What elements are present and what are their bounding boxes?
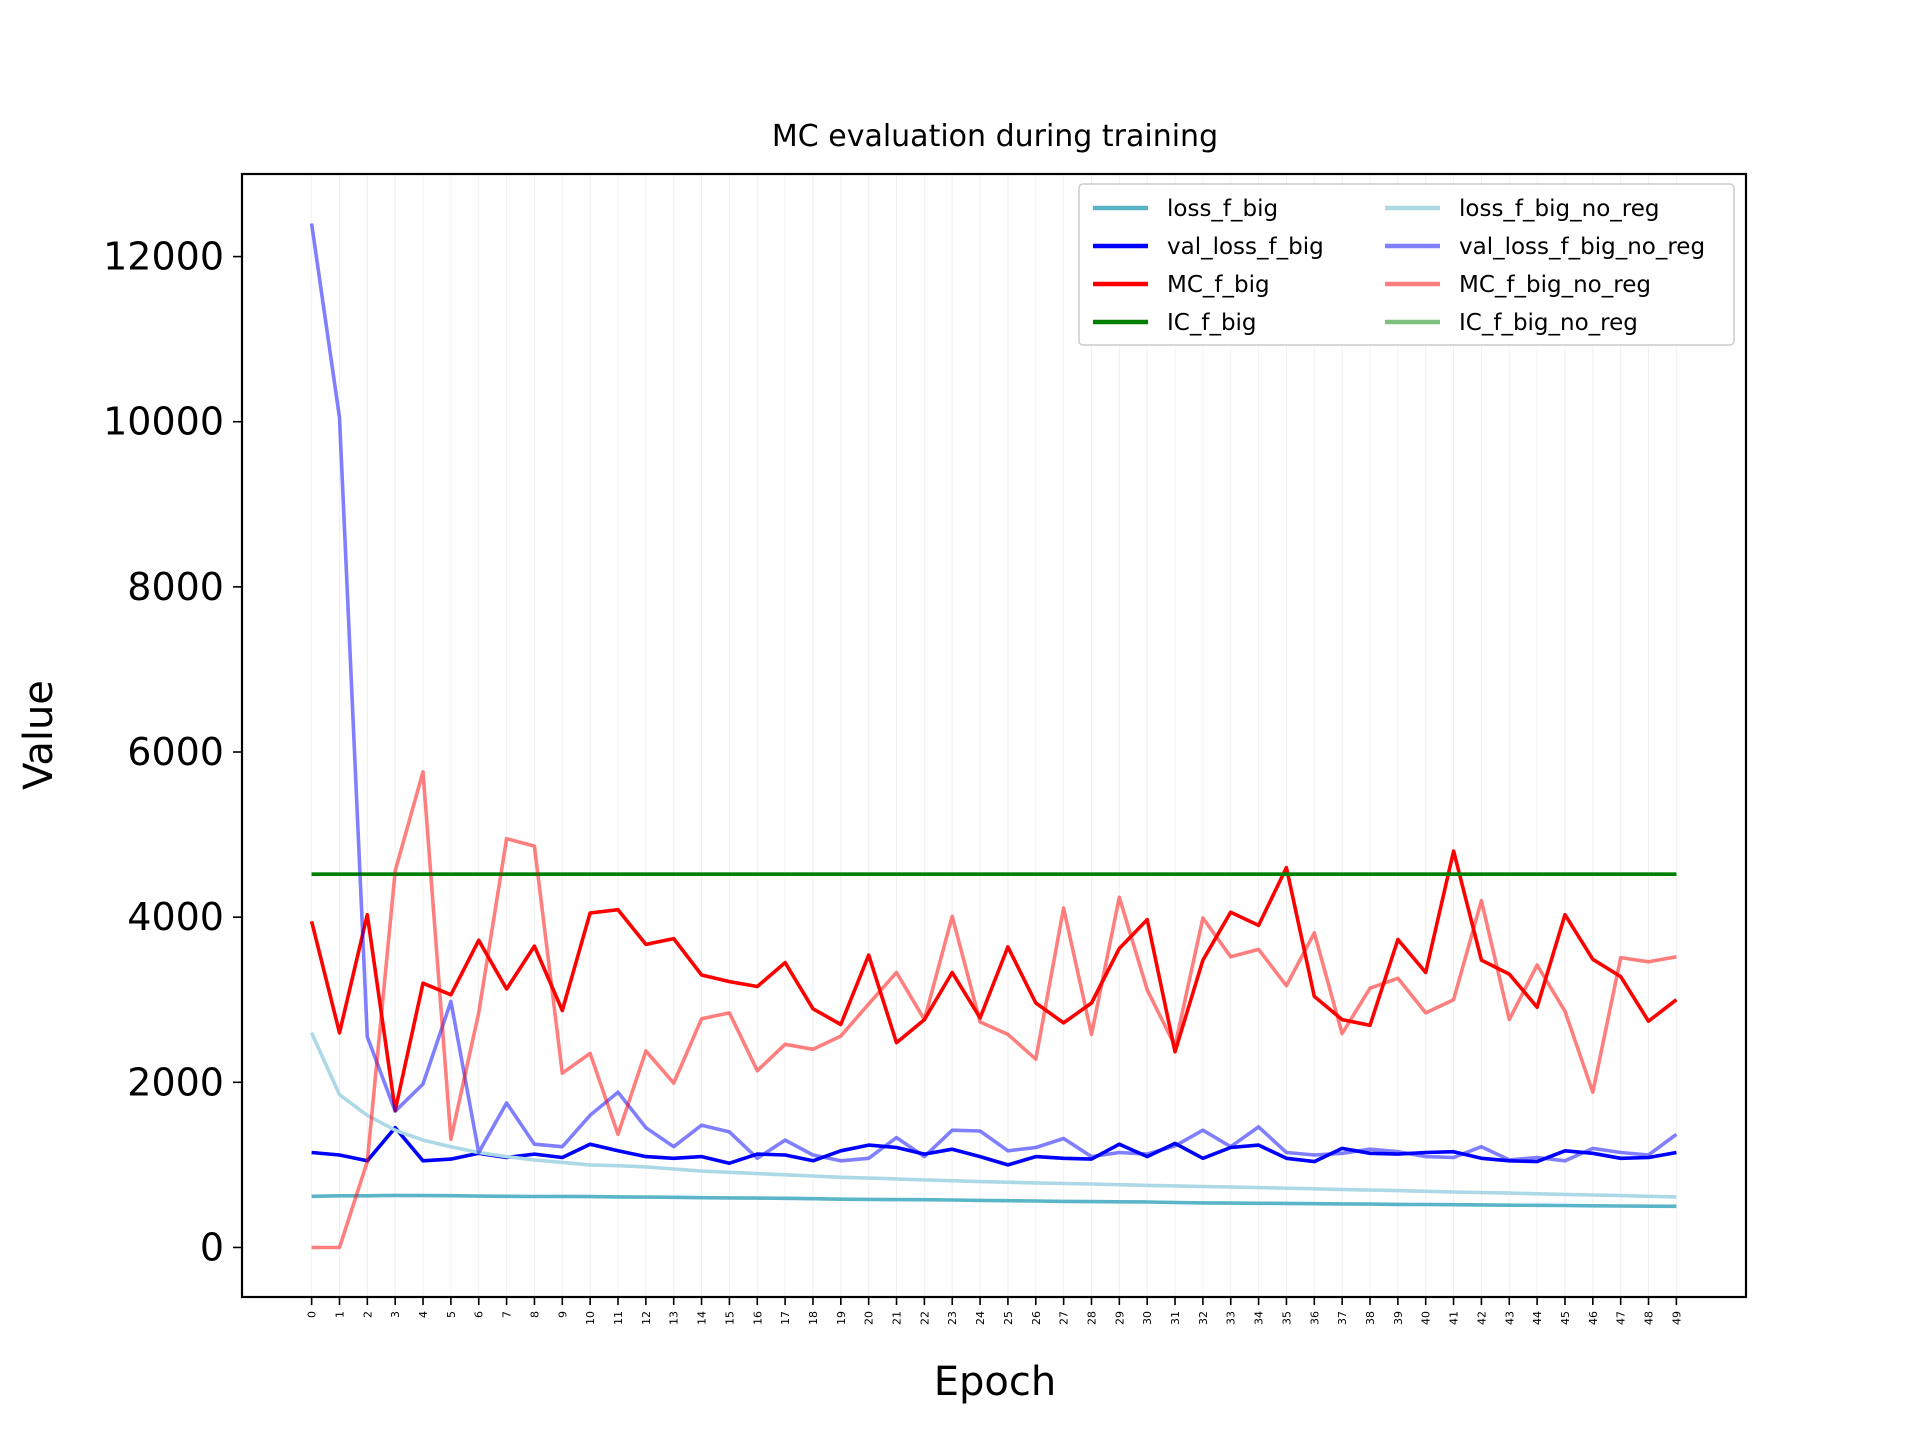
- x-tick-label: 21: [891, 1311, 904, 1325]
- y-tick-label: 10000: [103, 400, 224, 444]
- x-tick-label: 34: [1253, 1311, 1266, 1325]
- plot-area-frame: [240, 172, 1748, 1299]
- legend-label: IC_f_big_no_reg: [1459, 310, 1638, 336]
- x-tick-label: 9: [556, 1311, 569, 1318]
- x-tick-label: 16: [751, 1311, 764, 1325]
- legend-label: val_loss_f_big_no_reg: [1459, 234, 1705, 260]
- x-tick-label: 43: [1503, 1311, 1516, 1325]
- x-axis-label: Epoch: [934, 1359, 1056, 1405]
- y-tick-label: 2000: [127, 1060, 224, 1104]
- x-tick-label: 20: [863, 1311, 876, 1325]
- x-tick-label: 14: [696, 1311, 709, 1325]
- x-tick-label: 4: [417, 1311, 430, 1318]
- legend-label: loss_f_big: [1167, 196, 1278, 222]
- x-tick-label: 8: [528, 1311, 541, 1318]
- x-tick-label: 30: [1141, 1311, 1154, 1325]
- gridlines: [311, 174, 1677, 1297]
- x-tick-label: 15: [723, 1311, 736, 1325]
- x-tick-label: 22: [918, 1311, 931, 1325]
- series-line-loss-f-big-no-reg: [309, 1032, 1677, 1199]
- x-tick-label: 42: [1475, 1311, 1488, 1325]
- x-tick-label: 33: [1225, 1311, 1238, 1325]
- series-line-MC-f-big: [309, 849, 1678, 1113]
- x-tick-label: 19: [835, 1311, 848, 1325]
- y-axis-label: Value: [16, 680, 62, 790]
- x-tick-label: 44: [1531, 1311, 1544, 1325]
- x-tick-label: 7: [501, 1311, 514, 1318]
- x-tick-label: 32: [1197, 1311, 1210, 1325]
- x-tick-label: 13: [668, 1311, 681, 1325]
- legend-label: val_loss_f_big: [1167, 234, 1324, 260]
- series-lines: [309, 223, 1678, 1250]
- x-tick-label: 39: [1392, 1311, 1405, 1325]
- x-tick-label: 24: [974, 1311, 987, 1325]
- x-tick-label: 5: [445, 1311, 458, 1318]
- y-axis-ticks: 0 2000 4000 6000 8000 10000 12000: [103, 235, 242, 1269]
- series-line-val-loss-f-big-no-reg: [309, 223, 1678, 1163]
- x-tick-label: 41: [1448, 1311, 1461, 1325]
- x-tick-label: 36: [1308, 1311, 1321, 1325]
- legend-label: loss_f_big_no_reg: [1459, 196, 1659, 222]
- x-tick-label: 17: [779, 1311, 792, 1325]
- x-tick-label: 3: [389, 1311, 402, 1318]
- x-tick-label: 49: [1670, 1311, 1683, 1325]
- x-tick-label: 47: [1615, 1311, 1628, 1325]
- x-tick-label: 25: [1002, 1311, 1015, 1325]
- y-tick-label: 0: [200, 1225, 224, 1269]
- series-line-val-loss-f-big: [311, 1125, 1677, 1167]
- legend-box: [1078, 183, 1735, 346]
- x-tick-label: 23: [946, 1311, 959, 1325]
- legend-label: MC_f_big_no_reg: [1459, 272, 1651, 298]
- x-tick-label: 2: [361, 1311, 374, 1318]
- x-tick-label: 11: [612, 1311, 625, 1325]
- x-tick-label: 1: [333, 1311, 346, 1318]
- x-tick-label: 6: [473, 1311, 486, 1318]
- x-axis-ticks: 0 1 2 3 4 5 6 7 8 9 10 11 12 13 14 15 16 17 18 19 20 21 22 23 24…: [306, 1297, 1683, 1325]
- series-line-loss-f-big: [311, 1193, 1677, 1209]
- legend-label: IC_f_big: [1167, 310, 1257, 336]
- y-tick-label: 6000: [127, 730, 224, 774]
- x-tick-label: 35: [1280, 1311, 1293, 1325]
- x-tick-label: 29: [1113, 1311, 1126, 1325]
- series-line-MC-f-big-no-reg: [311, 769, 1677, 1250]
- x-tick-label: 48: [1643, 1311, 1656, 1325]
- x-tick-label: 10: [584, 1311, 597, 1325]
- x-tick-label: 45: [1559, 1311, 1572, 1325]
- legend-label: MC_f_big: [1167, 272, 1270, 298]
- chart-title: MC evaluation during training: [772, 119, 1218, 154]
- x-tick-label: 46: [1587, 1311, 1600, 1325]
- x-tick-label: 31: [1169, 1311, 1182, 1325]
- x-tick-label: 27: [1058, 1311, 1071, 1325]
- y-tick-label: 4000: [127, 895, 224, 939]
- x-tick-label: 28: [1085, 1311, 1098, 1325]
- x-tick-label: 12: [640, 1311, 653, 1325]
- x-tick-label: 0: [306, 1311, 319, 1318]
- y-tick-label: 8000: [127, 565, 224, 609]
- legend: loss_f_big val_loss_f_big MC_f_big IC_f_big…: [1078, 183, 1735, 346]
- y-tick-label: 12000: [103, 235, 224, 279]
- x-tick-label: 37: [1336, 1311, 1349, 1325]
- x-tick-label: 18: [807, 1311, 820, 1325]
- x-tick-label: 40: [1420, 1311, 1433, 1325]
- x-tick-label: 38: [1364, 1311, 1377, 1325]
- x-tick-label: 26: [1030, 1311, 1043, 1325]
